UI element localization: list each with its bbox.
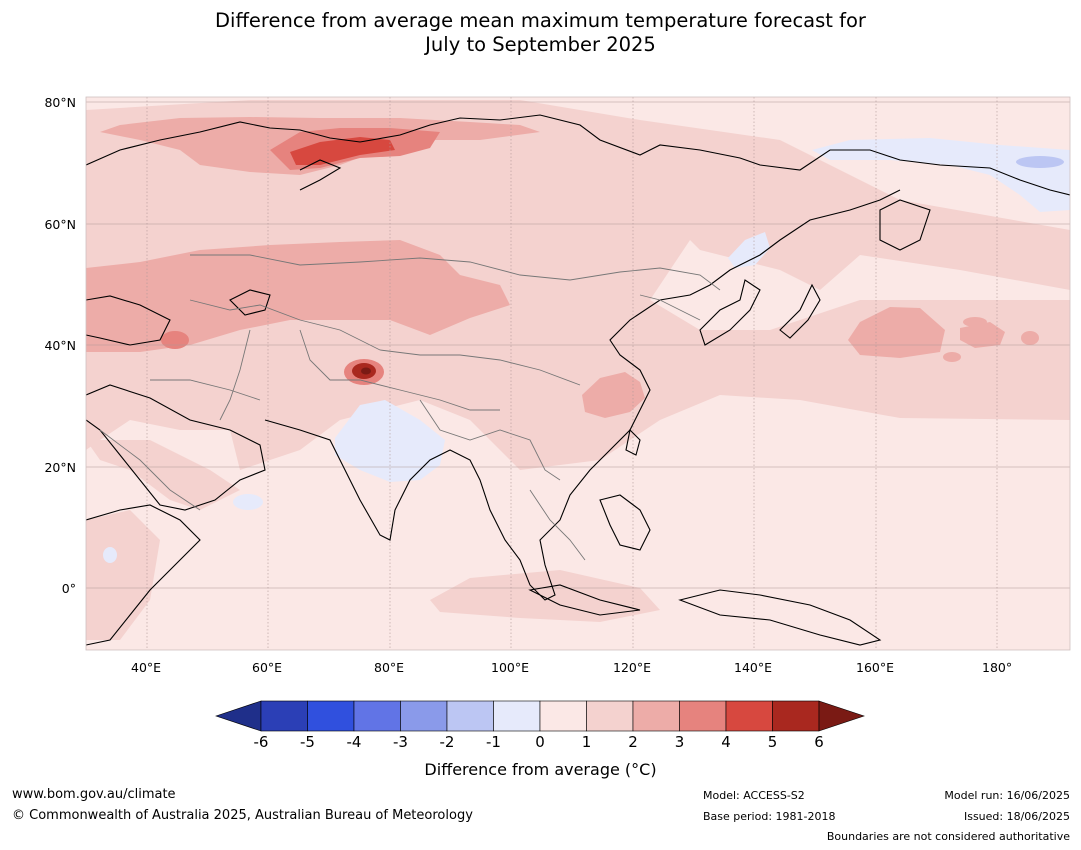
colorbar-segment (307, 700, 355, 732)
colorbar-tick-label: -4 (346, 733, 362, 751)
anomaly-2-3-east-china (582, 372, 645, 418)
anomaly-cool-africa (103, 547, 117, 563)
colorbar-tick-label: 6 (814, 733, 824, 751)
anomaly-cool-arabian-sea (233, 494, 263, 510)
lon-label-60e: 60°E (252, 660, 283, 675)
colorbar-tick-label: 3 (674, 733, 685, 751)
colorbar-tick-label: -5 (300, 733, 315, 751)
website-link[interactable]: www.bom.gov.au/climate (12, 787, 176, 802)
colorbar-arrow-low (215, 700, 262, 732)
anomaly-1-2-africa (86, 510, 160, 640)
anomaly-2-3-pacific-spot (1021, 331, 1039, 345)
colorbar-segment (725, 700, 773, 732)
colorbar-tick-label: -3 (393, 733, 408, 751)
colorbar-tick-label: 5 (767, 733, 778, 751)
map-plot-area (86, 97, 1070, 650)
colorbar-title: Difference from average (°C) (424, 760, 657, 779)
lat-label-20n: 20°N (44, 460, 76, 475)
lat-label-40n: 40°N (44, 338, 76, 353)
graticule (86, 97, 1070, 650)
anomaly-cool-chukotka-core (1016, 156, 1064, 168)
lon-label-80e: 80°E (374, 660, 405, 675)
anomaly-2-3-central-asia (86, 240, 510, 352)
colorbar-tick-label: 0 (535, 733, 545, 751)
map-title: Difference from average mean maximum tem… (0, 9, 1081, 57)
colorbar (215, 700, 865, 732)
title-line-1: Difference from average mean maximum tem… (215, 9, 866, 32)
colorbar-tick-label: -1 (486, 733, 501, 751)
lon-label-100e: 100°E (491, 660, 530, 675)
lon-label-40e: 40°E (131, 660, 162, 675)
anomaly-cool-chukotka (812, 138, 1070, 212)
colorbar-segment (632, 700, 680, 732)
lat-label-80n: 80°N (44, 95, 76, 110)
anomaly-cool-okhotsk (728, 232, 770, 268)
anomaly-2-3-pacific-east (960, 322, 1005, 348)
title-line-2: July to September 2025 (425, 33, 656, 56)
anomaly-1-2-equator (430, 570, 660, 622)
colorbar-tick-label: -2 (439, 733, 455, 751)
lat-label-60n: 60°N (44, 217, 76, 232)
issued-text: Issued: 18/06/2025 (963, 810, 1070, 823)
colorbar-segment (586, 700, 634, 732)
disclaimer-text: Boundaries are not considered authoritat… (826, 830, 1070, 843)
colorbar-segment (539, 700, 587, 732)
colorbar-segment (679, 700, 727, 732)
anomaly-himalaya-peak (361, 367, 371, 375)
colorbar-segment (260, 700, 308, 732)
colorbar-tick-label: 4 (721, 733, 731, 751)
country-borders (99, 254, 721, 561)
colorbar-tick-label: 1 (581, 733, 592, 751)
lon-label-120e: 120°E (613, 660, 652, 675)
anomaly-1-2-region (86, 100, 1070, 470)
lon-label-140e: 140°E (734, 660, 773, 675)
model-text: Model: ACCESS-S2 (703, 789, 805, 802)
lon-label-160e: 160°E (856, 660, 895, 675)
anomaly-1-2-arabia (86, 440, 240, 510)
anomaly-2-3-small-spot (943, 352, 961, 362)
colorbar-segment (446, 700, 494, 732)
colorbar-segment (493, 700, 541, 732)
model-run-text: Model run: 16/06/2025 (944, 789, 1070, 802)
colorbar-tick-label: -6 (253, 733, 269, 751)
colorbar-arrow-high (818, 700, 865, 732)
copyright-text: © Commonwealth of Australia 2025, Austra… (12, 808, 473, 823)
anomaly-3-4-caspian (161, 331, 189, 349)
colorbar-tick-label: 2 (628, 733, 638, 751)
lon-label-180: 180° (982, 660, 1013, 675)
colorbar-segment (353, 700, 401, 732)
anomaly-2-3-small-spot-2 (963, 317, 987, 327)
anomaly-4-5-scandinavia (290, 137, 395, 165)
lat-label-0: 0° (61, 581, 76, 596)
colorbar-segment (400, 700, 448, 732)
colorbar-segment (772, 700, 820, 732)
coastlines (86, 114, 1070, 646)
base-period-text: Base period: 1981-2018 (703, 810, 836, 823)
map-frame (85, 96, 1071, 651)
